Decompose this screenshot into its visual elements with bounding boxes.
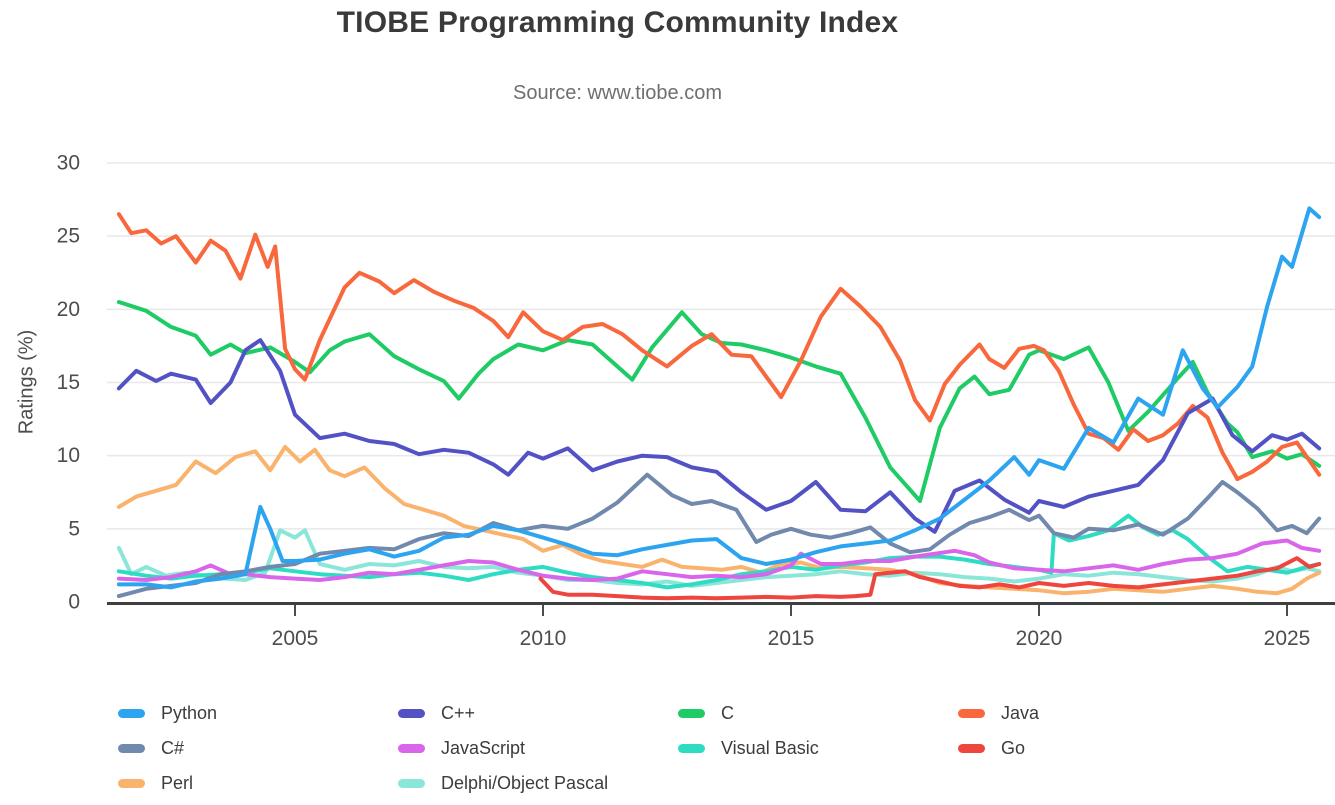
- y-tick-label-15: 15: [57, 371, 80, 394]
- y-tick-label-25: 25: [57, 225, 80, 248]
- legend-item-java[interactable]: Java: [958, 700, 1238, 726]
- legend-item-c[interactable]: C: [678, 700, 958, 726]
- legend-swatch-go: [958, 743, 985, 753]
- series-line-java[interactable]: [116, 212, 1322, 482]
- legend-label-delphi-object-pascal: Delphi/Object Pascal: [441, 772, 609, 793]
- legend-column-4: Java Go: [958, 700, 1238, 770]
- legend-swatch-c: [398, 708, 425, 718]
- legend-label-visual-basic: Visual Basic: [721, 737, 819, 758]
- legend-label-c: C: [721, 702, 734, 723]
- x-tick-label-2015: 2015: [768, 627, 815, 650]
- x-tick-label-2025: 2025: [1264, 627, 1311, 650]
- legend-item-go[interactable]: Go: [958, 735, 1238, 761]
- legend-swatch-python: [118, 708, 145, 718]
- legend-swatch-visual-basic: [678, 743, 705, 753]
- y-tick-label-20: 20: [57, 298, 80, 321]
- series-line-c[interactable]: [116, 472, 1322, 599]
- legend-column-3: C Visual Basic: [678, 700, 958, 770]
- y-tick-label-10: 10: [57, 444, 80, 467]
- legend-label-python: Python: [161, 702, 218, 723]
- x-tick-label-2005: 2005: [272, 627, 319, 650]
- legend-item-delphi-object-pascal[interactable]: Delphi/Object Pascal: [398, 770, 678, 796]
- legend-item-python[interactable]: Python: [118, 700, 398, 726]
- chart-legend: Python C# Perl C++ JavaScript Delphi/Object P…: [118, 700, 1238, 805]
- legend-swatch-c: [118, 743, 145, 753]
- legend-item-javascript[interactable]: JavaScript: [398, 735, 678, 761]
- x-tick-label-2020: 2020: [1016, 627, 1063, 650]
- series-line-perl[interactable]: [116, 444, 1322, 596]
- series-line-javascript[interactable]: [116, 538, 1322, 582]
- series-line-python[interactable]: [116, 206, 1322, 590]
- legend-item-perl[interactable]: Perl: [118, 770, 398, 796]
- legend-label-perl: Perl: [161, 772, 194, 793]
- y-tick-label-5: 5: [68, 517, 80, 540]
- series-line-c[interactable]: [116, 300, 1322, 503]
- legend-label-c: C++: [441, 702, 476, 723]
- legend-swatch-java: [958, 708, 985, 718]
- legend-swatch-c: [678, 708, 705, 718]
- chart-subtitle: Source: www.tiobe.com: [513, 82, 722, 104]
- legend-label-go: Go: [1001, 737, 1026, 758]
- legend-item-visual-basic[interactable]: Visual Basic: [678, 735, 958, 761]
- series-line-c[interactable]: [116, 338, 1322, 534]
- series-line-go[interactable]: [538, 556, 1322, 601]
- legend-label-java: Java: [1001, 702, 1040, 723]
- legend-column-2: C++ JavaScript Delphi/Object Pascal: [398, 700, 678, 805]
- legend-swatch-delphi-object-pascal: [398, 778, 425, 788]
- legend-item-c[interactable]: C++: [398, 700, 678, 726]
- legend-item-c[interactable]: C#: [118, 735, 398, 761]
- legend-swatch-javascript: [398, 743, 425, 753]
- page-title: TIOBE Programming Community Index: [336, 6, 899, 39]
- legend-column-1: Python C# Perl: [118, 700, 398, 805]
- y-tick-label-30: 30: [57, 152, 80, 175]
- x-tick-label-2010: 2010: [520, 627, 567, 650]
- y-axis-title: Ratings (%): [15, 330, 37, 434]
- legend-swatch-perl: [118, 778, 145, 788]
- y-tick-label-0: 0: [68, 591, 80, 614]
- legend-label-c: C#: [161, 737, 185, 758]
- legend-label-javascript: JavaScript: [441, 737, 526, 758]
